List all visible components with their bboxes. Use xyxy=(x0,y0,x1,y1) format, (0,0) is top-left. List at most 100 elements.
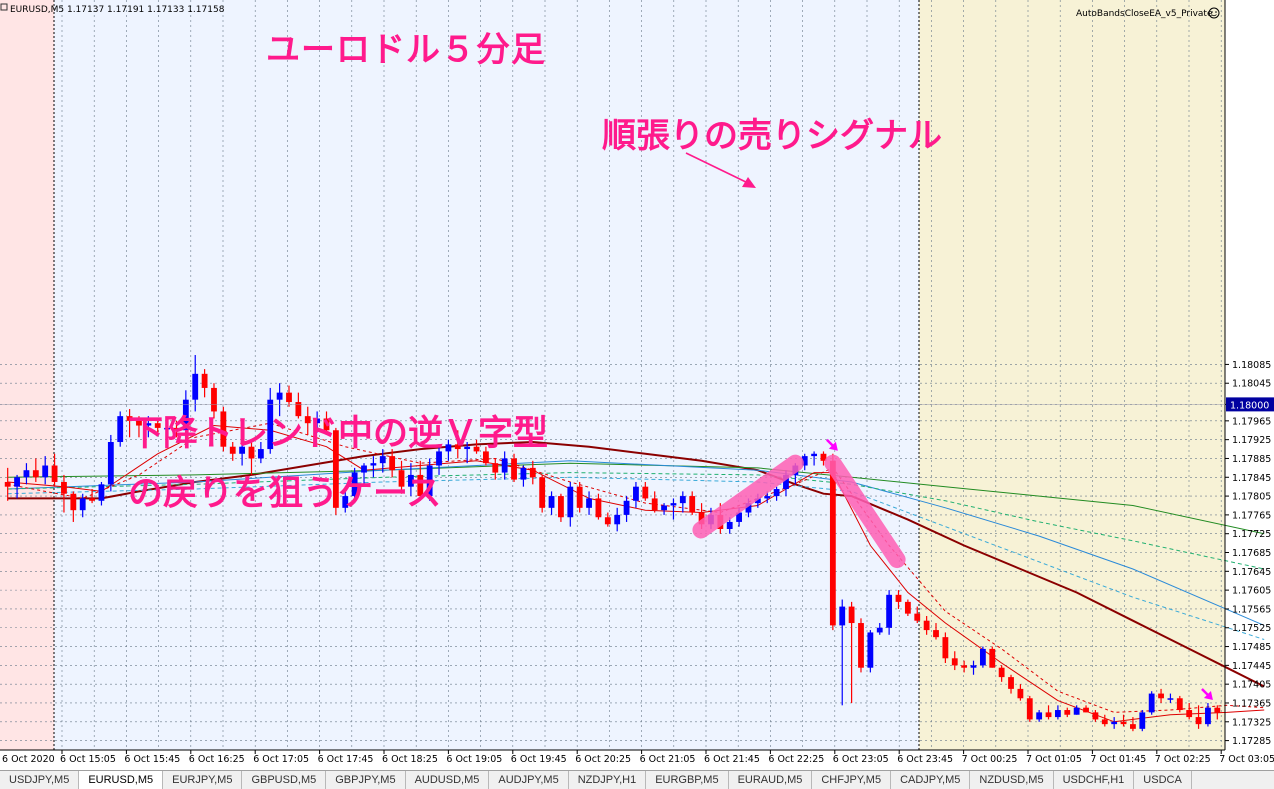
candle-body xyxy=(1092,712,1099,720)
candle-body xyxy=(1036,712,1043,720)
candle-body xyxy=(567,486,574,518)
candle-body xyxy=(407,474,414,487)
tab-usdjpy-m5[interactable]: USDJPY,M5 xyxy=(0,771,80,789)
candle xyxy=(220,406,227,452)
candle xyxy=(286,385,292,407)
candle-body xyxy=(914,613,921,621)
candle xyxy=(107,434,114,492)
candle-body xyxy=(1130,724,1136,729)
candle xyxy=(604,512,611,527)
candle-body xyxy=(1214,707,1221,713)
candle xyxy=(1195,705,1202,729)
candle-body xyxy=(783,474,789,490)
candle-body xyxy=(379,456,386,464)
candle xyxy=(520,465,527,487)
tab-nzdusd-m5[interactable]: NZDUSD,M5 xyxy=(970,771,1054,789)
candle xyxy=(1167,693,1174,703)
candle xyxy=(1092,710,1099,722)
tab-eurgbp-m5[interactable]: EURGBP,M5 xyxy=(646,771,729,789)
candle xyxy=(417,460,424,501)
candle-body xyxy=(642,486,649,499)
candle xyxy=(436,444,442,475)
tab-gbpjpy-m5[interactable]: GBPJPY,M5 xyxy=(326,771,406,789)
candle-body xyxy=(1205,707,1211,725)
chart-title-annotation: ユーロドル５分足 xyxy=(266,30,546,70)
tab-usdca[interactable]: USDCA xyxy=(1134,771,1192,789)
y-tick-label: 1.17525 xyxy=(1232,623,1271,634)
candle xyxy=(1214,705,1221,720)
candle xyxy=(473,439,480,454)
tab-cadjpy-m5[interactable]: CADJPY,M5 xyxy=(891,771,971,789)
tab-usdchf-h1[interactable]: USDCHF,H1 xyxy=(1054,771,1135,789)
candle-body xyxy=(370,463,377,466)
candle-body xyxy=(961,665,968,668)
candle xyxy=(257,442,264,464)
candle xyxy=(323,411,330,435)
indicator-line-6 xyxy=(7,422,1265,713)
candle-body xyxy=(1026,698,1033,720)
candle xyxy=(633,481,639,508)
x-tick-label: 6 Oct 23:05 xyxy=(833,754,889,765)
session-region-blue xyxy=(54,0,919,750)
y-tick-label: 1.18045 xyxy=(1232,379,1271,390)
tab-audusd-m5[interactable]: AUDUSD,M5 xyxy=(406,771,490,789)
candle xyxy=(267,387,274,454)
y-tick-label: 1.17925 xyxy=(1232,435,1271,446)
x-tick-label: 6 Oct 15:45 xyxy=(124,754,180,765)
candle-body xyxy=(614,514,621,525)
tab-eurjpy-m5[interactable]: EURJPY,M5 xyxy=(163,771,243,789)
candle xyxy=(1130,717,1136,732)
tab-chfjpy-m5[interactable]: CHFJPY,M5 xyxy=(812,771,892,789)
price-chart[interactable]: 1.18085 1.18045 1.18000 1.17965 1.17925 1.178… xyxy=(0,0,1274,770)
candle-body xyxy=(998,667,1005,678)
annotation-pointer-head xyxy=(742,177,756,188)
candle xyxy=(820,451,827,466)
candle-body xyxy=(1158,693,1164,699)
candle xyxy=(89,489,95,504)
candle-body xyxy=(1195,717,1202,725)
candle xyxy=(1101,714,1108,727)
candle xyxy=(407,463,414,497)
tab-nzdjpy-h1[interactable]: NZDJPY,H1 xyxy=(569,771,647,789)
indicator-line-3 xyxy=(7,472,1265,570)
candle-body xyxy=(445,444,452,452)
candle-body xyxy=(239,446,246,454)
candle xyxy=(192,355,199,412)
candle-body xyxy=(989,648,996,668)
indicator-line-4 xyxy=(7,476,1265,640)
candle xyxy=(1026,695,1033,722)
session-region-yellow xyxy=(919,0,1225,750)
candle-body xyxy=(951,658,958,666)
candle xyxy=(829,453,836,631)
candle-body xyxy=(923,620,930,631)
candle-body xyxy=(164,427,171,430)
candle xyxy=(117,411,124,447)
candle xyxy=(651,491,658,513)
candle xyxy=(1111,717,1118,729)
candle xyxy=(623,496,630,522)
candle xyxy=(483,446,489,466)
candle-body xyxy=(51,465,58,482)
y-tick-label: 1.17645 xyxy=(1232,567,1271,578)
candle-body xyxy=(839,606,846,626)
candle xyxy=(426,458,433,501)
candle xyxy=(351,467,358,504)
candle xyxy=(586,491,592,515)
tab-euraud-m5[interactable]: EURAUD,M5 xyxy=(729,771,813,789)
candle-body xyxy=(1064,710,1071,715)
candle-body xyxy=(754,498,761,504)
candle-body xyxy=(895,594,902,602)
candle-body xyxy=(267,399,274,450)
candle xyxy=(445,439,452,461)
sell-signal-arrow-head xyxy=(828,441,838,451)
tab-gbpusd-m5[interactable]: GBPUSD,M5 xyxy=(242,771,327,789)
tab-eurusd-m5[interactable]: EURUSD,M5 xyxy=(79,771,164,789)
candle xyxy=(548,491,555,515)
tab-audjpy-m5[interactable]: AUDJPY,M5 xyxy=(489,771,569,789)
candle xyxy=(136,416,142,438)
candle-body xyxy=(426,465,433,497)
candle-body xyxy=(529,467,536,478)
candle-body xyxy=(1167,698,1174,700)
candle-body xyxy=(483,451,489,464)
